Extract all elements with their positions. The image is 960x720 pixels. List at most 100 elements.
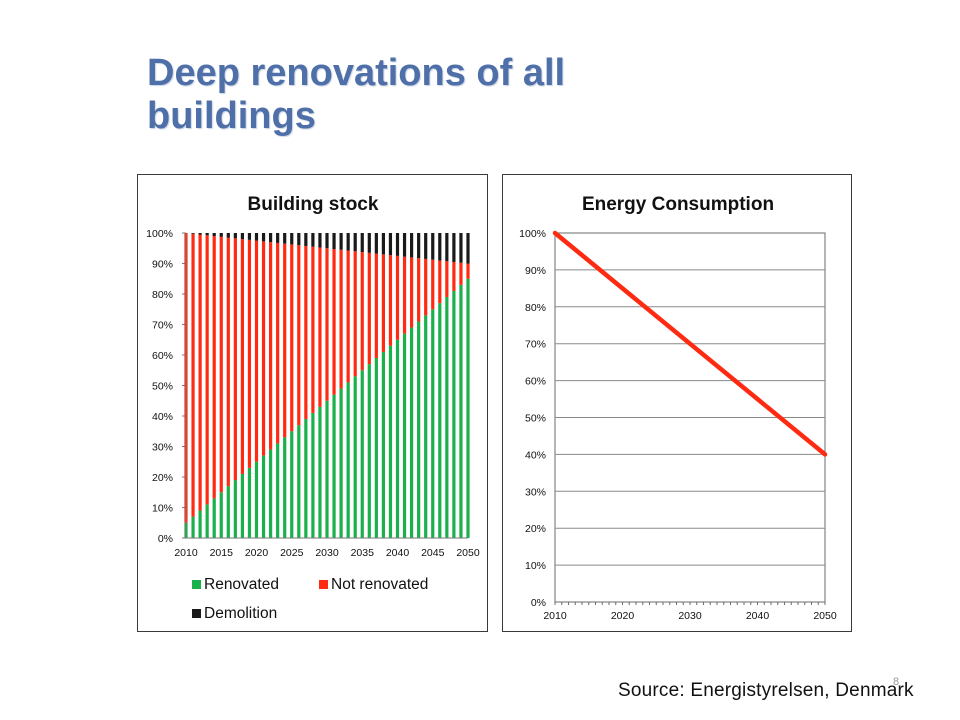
bar-segment [240,473,244,538]
bar-segment [226,486,230,538]
bar-segment [381,351,385,538]
bar-segment [332,249,336,395]
bar-segment [459,233,463,263]
bar-segment [233,480,237,538]
y-tick-label: 60% [152,350,173,362]
y-tick-label: 20% [152,472,173,484]
bar-segment [353,251,357,377]
bar-segment [381,254,385,352]
bar-segment [269,449,273,538]
bar-segment [445,261,449,298]
building-stock-chart: Building stock 0% 10% 20% 30% 40% 50% 60% 70% 80… [146,194,480,622]
bar-segment [353,233,357,252]
y-tick-label: 80% [152,289,173,301]
bar-segment [261,233,266,242]
y-tick-label: 70% [152,320,173,332]
bar-segment [311,246,315,413]
bar-segment [388,345,393,538]
x-tick-label: 2010 [174,547,198,559]
bar-segment [452,233,456,262]
bar-segment [311,233,315,247]
building-stock-axes [185,233,468,539]
bar-segment [388,255,393,346]
bar-segment [360,233,364,253]
bar-segment [240,239,244,474]
bar-segment [219,492,223,538]
y-tick-label: 40% [525,449,546,461]
bar-segment [466,263,470,279]
y-tick-label: 100% [146,228,173,240]
bar-segment [283,437,287,538]
bar-segment [304,419,308,538]
bar-segment [318,406,322,538]
bar-segment [240,233,244,240]
bar-segment [325,248,329,401]
bar-segment [332,233,336,250]
y-tick-label: 0% [158,533,173,545]
energy-consumption-chart-panel: Energy Consumption 0% 10% 20% 30% 40% 50% 60% 7… [502,174,852,632]
bar-segment [445,297,449,538]
building-stock-y-axis: 0% 10% 20% 30% 40% 50% 60% 70% 80% 90% 100% [146,228,186,545]
y-tick-label: 60% [525,376,546,388]
x-tick-label: 2020 [245,547,269,559]
building-stock-x-axis: 2010 2015 2020 2025 2030 2035 2040 2045 2050 [174,547,480,559]
slide-number: 8 [893,676,900,688]
bar-segment [269,233,273,243]
y-tick-label: 50% [152,381,173,393]
bar-segment [318,247,322,407]
bar-segment [304,233,308,246]
bar-segment [466,233,470,264]
bar-segment [269,242,273,450]
bar-segment [325,400,329,538]
x-tick-label: 2050 [813,610,837,622]
bar-segment [297,233,301,246]
bar-segment [276,443,280,538]
legend-label: Renovated [204,576,279,593]
bar-segment [360,370,364,538]
energy-consumption-y-axis: 0% 10% 20% 30% 40% 50% 60% 70% 80% 90% 100% [519,228,546,609]
bar-segment [212,233,216,237]
x-tick-label: 2035 [351,547,375,559]
bar-segment [381,233,385,255]
bar-segment [388,233,393,256]
bar-segment [424,315,428,538]
y-tick-label: 10% [152,503,173,515]
building-stock-legend: Renovated Not renovated Demolition [192,576,428,622]
legend-swatch [319,580,328,589]
bar-segment [276,233,280,243]
bar-segment [332,394,336,538]
energy-consumption-x-axis: 2010 2020 2030 2040 2050 [543,610,837,622]
bar-segment [205,504,209,538]
bar-segment [346,382,350,538]
bar-segment [219,236,223,493]
bar-segment [410,233,414,258]
bar-segment [395,233,400,256]
x-tick-label: 2025 [280,547,304,559]
bar-segment [459,262,463,285]
bar-segment [304,245,308,420]
source-note: Source: Energistyrelsen, Denmark [618,680,914,701]
bar-segment [247,467,252,538]
bar-segment [431,233,435,260]
bar-segment [339,233,343,250]
bar-segment [402,333,407,538]
y-tick-label: 80% [525,302,546,314]
bar-segment [290,244,294,432]
bar-segment [445,233,449,262]
bar-segment [431,309,435,538]
legend-swatch [192,609,201,618]
x-tick-label: 2010 [543,610,567,622]
bar-segment [339,388,343,538]
x-tick-label: 2040 [386,547,410,559]
bar-segment [205,235,209,505]
building-stock-chart-panel: Building stock 0% 10% 20% 30% 40% 50% 60% 70% 80… [137,174,488,632]
y-tick-label: 10% [525,560,546,572]
y-tick-label: 0% [531,597,546,609]
bar-segment [374,233,378,254]
bar-segment [261,455,266,538]
bar-segment [438,260,442,304]
bar-segment [374,253,378,359]
bar-segment [452,261,456,291]
legend-label: Not renovated [331,576,428,593]
bar-segment [198,234,202,511]
